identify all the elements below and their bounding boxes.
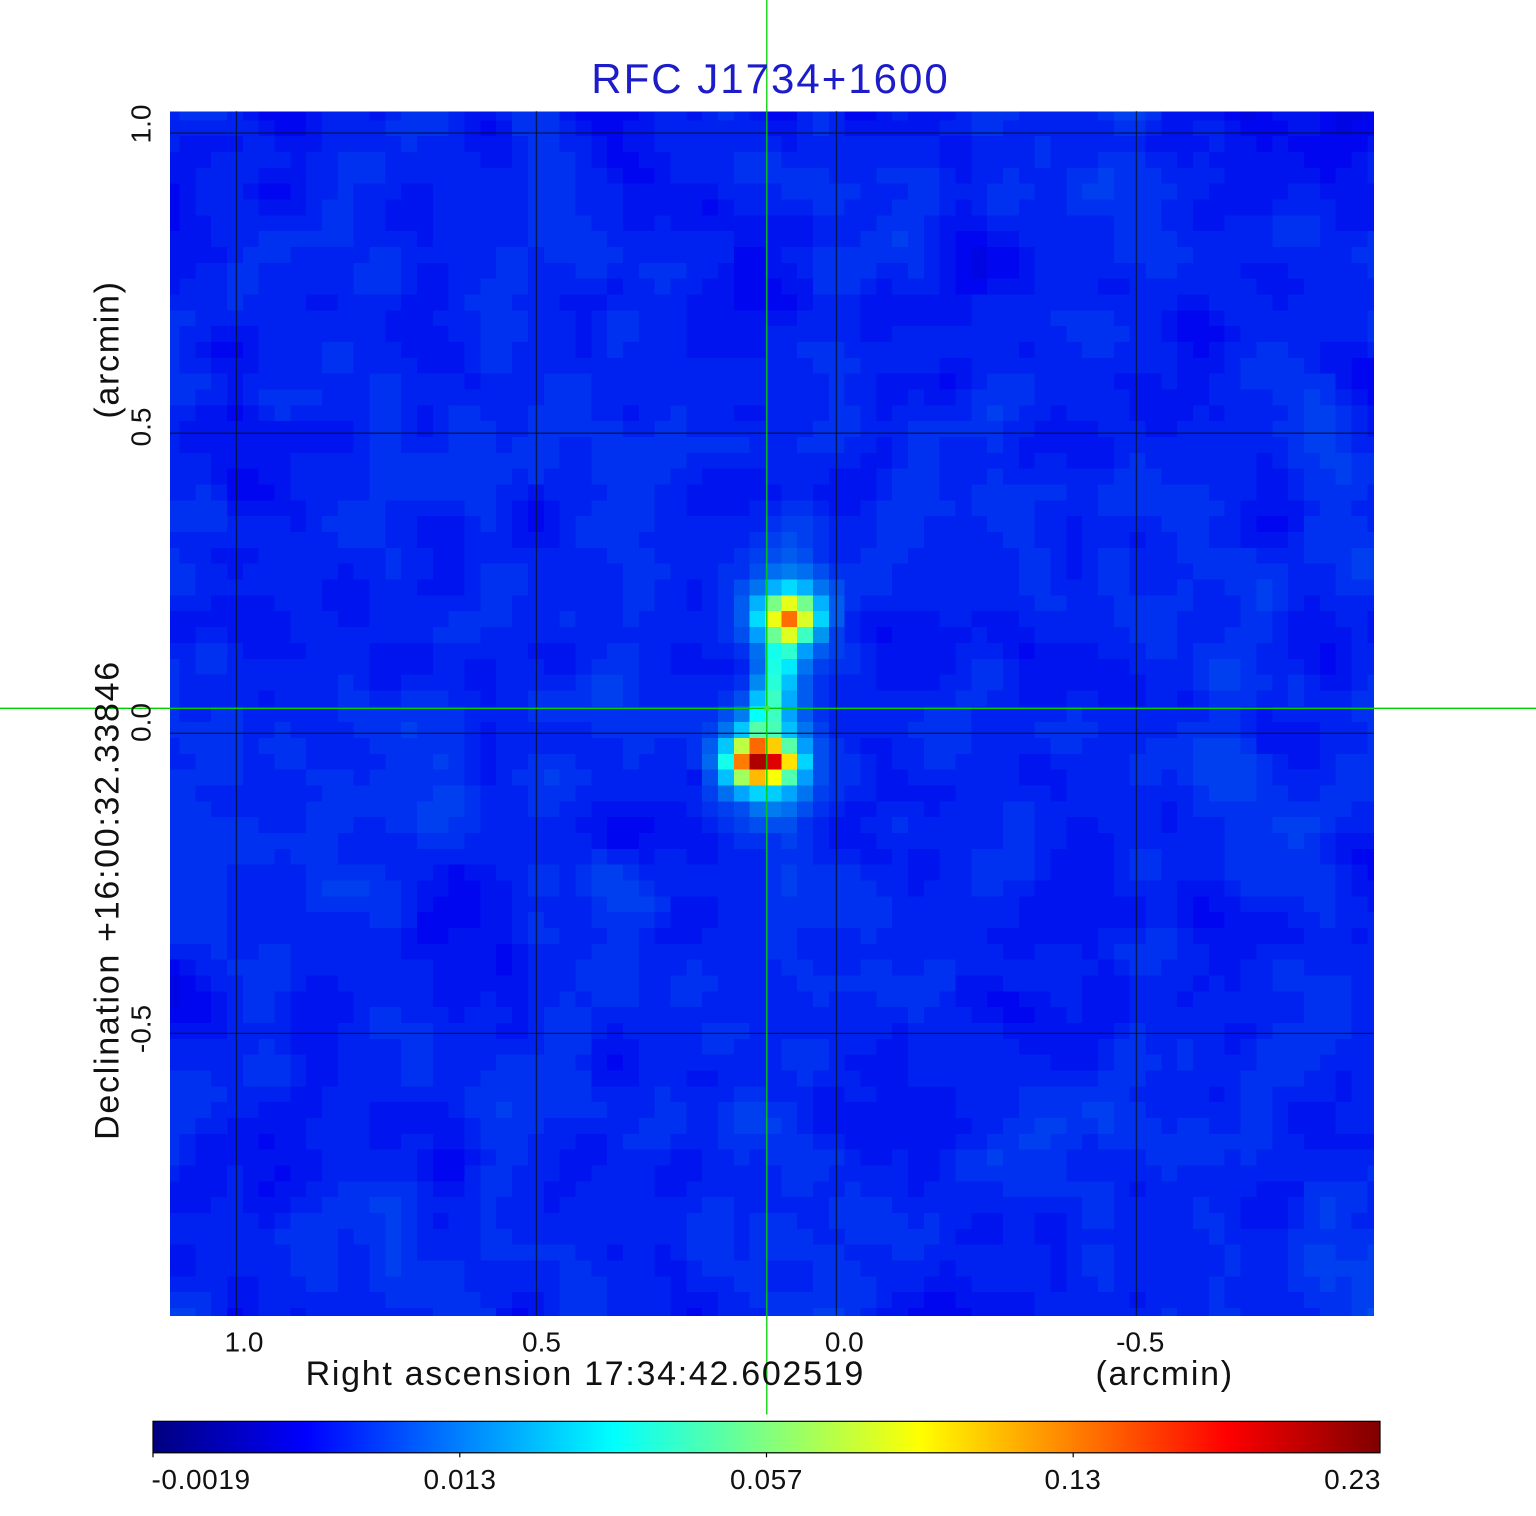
svg-text:(arcmin): (arcmin) bbox=[89, 280, 127, 418]
svg-text:1.0: 1.0 bbox=[126, 105, 157, 144]
svg-text:-0.0019: -0.0019 bbox=[152, 1464, 251, 1495]
svg-text:RFC J1734+1600: RFC J1734+1600 bbox=[591, 55, 949, 102]
svg-text:(arcmin): (arcmin) bbox=[1095, 1355, 1233, 1393]
svg-text:0.13: 0.13 bbox=[1045, 1464, 1102, 1495]
svg-text:1.0: 1.0 bbox=[225, 1326, 264, 1357]
svg-text:0.0: 0.0 bbox=[825, 1326, 864, 1357]
svg-text:0.057: 0.057 bbox=[730, 1464, 803, 1495]
svg-text:-0.5: -0.5 bbox=[1116, 1326, 1164, 1357]
svg-text:-0.5: -0.5 bbox=[126, 1005, 157, 1053]
svg-text:0.23: 0.23 bbox=[1324, 1464, 1381, 1495]
svg-text:Right ascension 17:34:42.6025: Right ascension 17:34:42.602519 bbox=[306, 1355, 865, 1393]
svg-text:0.0: 0.0 bbox=[126, 703, 157, 742]
svg-text:Declination +16:00:32.33846: Declination +16:00:32.33846 bbox=[89, 660, 127, 1140]
svg-text:0.5: 0.5 bbox=[522, 1326, 561, 1357]
svg-text:0.5: 0.5 bbox=[126, 408, 157, 447]
svg-text:0.013: 0.013 bbox=[423, 1464, 496, 1495]
